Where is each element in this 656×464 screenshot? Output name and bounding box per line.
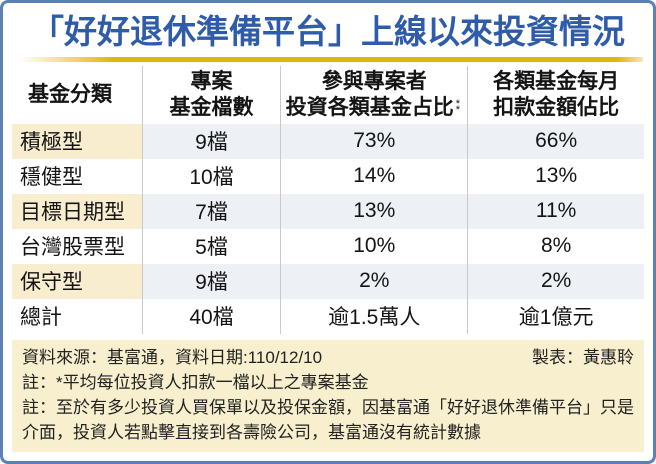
- header-text: 投資各類基金占比: [285, 95, 454, 119]
- cell-fund-count: 5檔: [143, 228, 282, 264]
- header-fund-count: 專案 基金檔數: [143, 65, 282, 124]
- data-source-text: 資料來源：基富通，資料日期:110/12/10: [22, 347, 323, 367]
- cell-category: 台灣股票型: [12, 228, 143, 264]
- cell-investor-share: 2%: [281, 263, 469, 299]
- cell-fund-count: 9檔: [142, 123, 282, 159]
- cell-category: 穩健型: [12, 158, 143, 194]
- footnote-2: 註：至於有多少投資人買保單以及投保金額，因基富通「好好退休準備平台」只是介面，投…: [22, 397, 634, 442]
- table-row-total: 總計 40檔 逾1.5萬人 逾1億元: [12, 298, 644, 334]
- cell-deduction-share: 11%: [468, 193, 644, 229]
- table-row-target-date: 目標日期型 7檔 13% 11%: [12, 193, 644, 229]
- footnote-1: 註：*平均每位投資人扣款一檔以上之專案基金: [22, 372, 369, 392]
- header-text: 參與專案者: [321, 69, 427, 93]
- cell-category: 總計: [12, 298, 143, 334]
- header-text: 基金檔數: [169, 95, 254, 119]
- header-text: 基金分類: [28, 82, 112, 106]
- cell-investor-share: 73%: [281, 123, 469, 159]
- cell-fund-count: 40檔: [143, 298, 282, 334]
- table-row-taiwan-equity: 台灣股票型 5檔 10% 8%: [12, 228, 644, 264]
- cell-investor-share: 逾1.5萬人: [281, 298, 469, 334]
- cell-investor-share: 13%: [281, 193, 469, 229]
- table-row-stable: 穩健型 10檔 14% 13%: [12, 158, 644, 194]
- cell-investor-share: 10%: [281, 228, 469, 264]
- header-deduction-share: 各類基金每月 扣款金額佔比: [468, 66, 644, 124]
- footer-source-line: 資料來源：基富通，資料日期:110/12/10 製表：黃惠聆: [22, 345, 634, 370]
- credit-text: 製表：黃惠聆: [532, 347, 634, 367]
- title-underline: [13, 56, 643, 62]
- header-text-with-footnote: 投資各類基金占比 **: [286, 95, 463, 121]
- cell-deduction-share: 8%: [540, 234, 572, 258]
- cell-fund-count: 7檔: [142, 193, 282, 229]
- cell-deduction-share: 逾1億元: [518, 306, 594, 330]
- page-title: 「好好退休準備平台」上線以來投資情況: [31, 13, 625, 50]
- header-text: 扣款金額佔比: [493, 95, 620, 119]
- cell-deduction-share: 13%: [535, 164, 578, 188]
- table-header-row: 基金分類 專案 基金檔數 參與專案者 投資各類基金占比 ** 各類基金每月 扣款…: [12, 65, 644, 124]
- header-investor-share: 參與專案者 投資各類基金占比 **: [281, 65, 469, 124]
- cell-category: 目標日期型: [12, 193, 143, 229]
- footer-notes-panel: 資料來源：基富通，資料日期:110/12/10 製表：黃惠聆 註：*平均每位投資…: [12, 339, 644, 452]
- cell-category: 保守型: [12, 263, 143, 299]
- cell-investor-share: 14%: [281, 158, 469, 194]
- cell-category: 積極型: [12, 123, 143, 159]
- table-row-aggressive: 積極型 9檔 73% 66%: [12, 123, 644, 159]
- cell-deduction-share: 2%: [468, 263, 644, 299]
- header-text: 專案: [190, 69, 233, 93]
- cell-fund-count: 10檔: [143, 158, 282, 194]
- header-text: 各類基金每月: [493, 69, 620, 93]
- table-row-conservative: 保守型 9檔 2% 2%: [12, 263, 644, 299]
- footnote-asterisk-marker: **: [455, 98, 461, 116]
- header-fund-category: 基金分類: [12, 65, 143, 124]
- cell-fund-count: 9檔: [142, 263, 282, 299]
- investment-table: 基金分類 專案 基金檔數 參與專案者 投資各類基金占比 ** 各類基金每月 扣款…: [12, 65, 644, 334]
- cell-deduction-share: 66%: [468, 123, 644, 159]
